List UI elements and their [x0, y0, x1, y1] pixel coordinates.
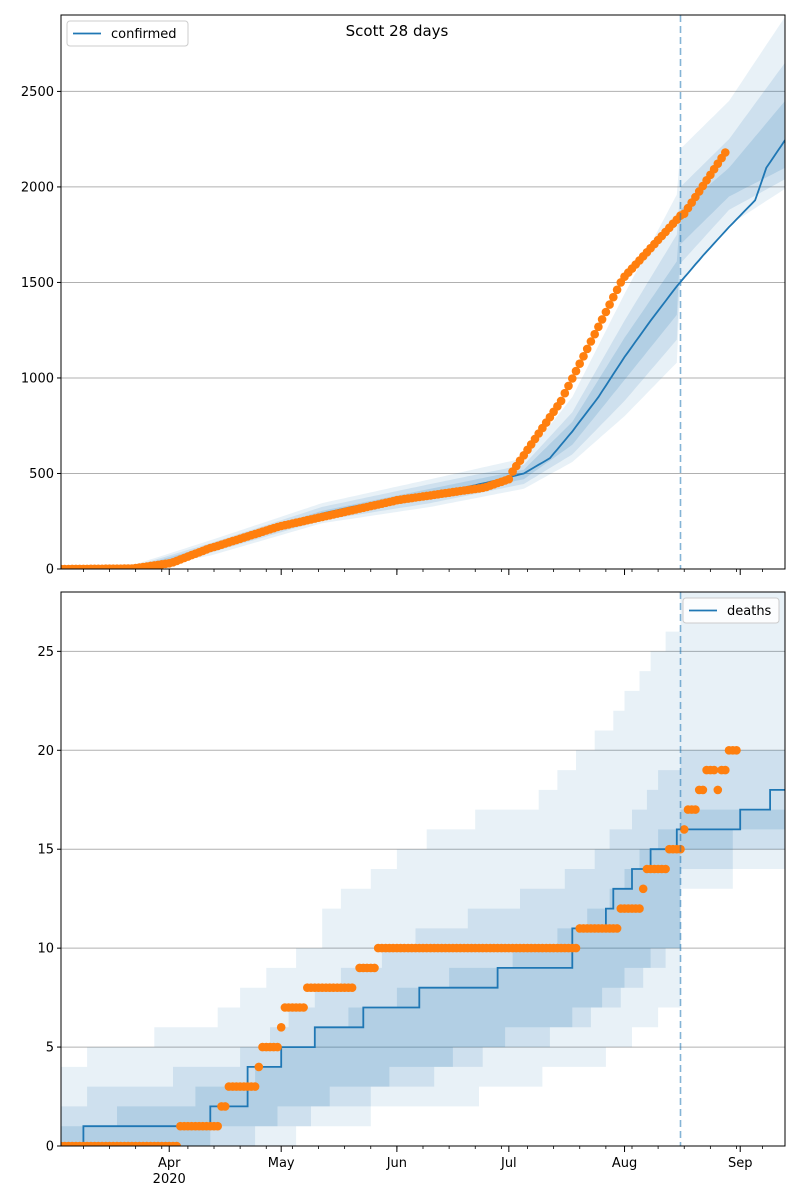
observed-point	[276, 1023, 286, 1032]
y-tick-label: 500	[29, 467, 54, 482]
observed-point	[254, 1062, 264, 1072]
observed-point	[250, 1082, 260, 1091]
observed-point	[299, 1003, 308, 1012]
confirmed-frame	[60, 14, 786, 570]
observed-point	[679, 825, 689, 834]
observed-point	[370, 963, 379, 973]
y-tick-label: 2500	[21, 85, 54, 100]
observed-point	[220, 1102, 230, 1111]
deaths-frame	[60, 591, 786, 1147]
observed-point	[575, 359, 584, 369]
confirmed-observed-points	[61, 148, 730, 569]
y-tick-label: 15	[37, 843, 54, 858]
observed-point	[586, 337, 596, 346]
x-tick-label: Jul	[500, 1156, 517, 1171]
observed-point	[560, 388, 570, 398]
observed-point	[698, 785, 708, 795]
legend-label: confirmed	[111, 27, 177, 42]
observed-point	[721, 148, 730, 157]
observed-point	[172, 1141, 181, 1146]
chart-title: Scott 28 days	[346, 22, 449, 40]
observed-point	[691, 805, 700, 814]
y-tick-label: 10	[37, 942, 54, 957]
observed-point	[556, 396, 566, 406]
observed-point	[601, 307, 611, 317]
observed-point	[605, 300, 614, 309]
observed-point	[609, 292, 618, 302]
uncertainty-band-middle	[61, 62, 785, 569]
observed-point	[347, 983, 357, 992]
y-tick-label: 1000	[21, 371, 54, 386]
observed-point	[713, 785, 723, 795]
legend-box	[682, 597, 780, 624]
y-tick-label: 0	[46, 1140, 54, 1155]
y-tick-label: 25	[37, 645, 54, 660]
y-tick-label: 5	[46, 1041, 54, 1056]
uncertainty-band-inner	[61, 789, 785, 1146]
observed-point	[635, 904, 644, 913]
observed-point	[594, 322, 603, 332]
observed-point	[661, 864, 670, 874]
observed-point	[612, 285, 622, 295]
deaths-observed-points	[61, 746, 741, 1146]
y-tick-label: 20	[37, 744, 54, 759]
confirmed-legend[interactable]: confirmed	[66, 20, 189, 47]
observed-point	[597, 315, 607, 324]
confirmed-y-axis: 0 500 1000 1500 2000 2500	[21, 85, 61, 578]
uncertainty-band-outer	[61, 592, 785, 1146]
observed-point	[590, 329, 599, 339]
observed-point	[582, 344, 592, 354]
observed-point	[568, 374, 577, 383]
observed-point	[213, 1121, 222, 1131]
legend-label: deaths	[727, 604, 772, 619]
y-tick-label: 0	[46, 563, 54, 578]
observed-point	[612, 924, 622, 933]
x-tick-label: Apr	[158, 1156, 181, 1171]
x-tick-label: Sep	[728, 1156, 753, 1171]
legend-box	[66, 20, 189, 47]
observed-point	[732, 746, 741, 755]
observed-point	[273, 1042, 282, 1052]
observed-point	[638, 884, 648, 894]
deaths-y-axis: 0 5 10 15 20 25	[37, 645, 61, 1155]
x-tick-year-label: 2020	[153, 1172, 186, 1187]
x-tick-label: May	[268, 1156, 295, 1171]
confirmed-grid	[61, 90, 785, 474]
confirmed-panel: 0 500 1000 1500 2000 2500 Scott 28 days confi…	[21, 14, 786, 578]
observed-point	[709, 765, 719, 775]
x-tick-label: Aug	[612, 1156, 637, 1171]
y-tick-label: 2000	[21, 180, 54, 195]
deaths-legend[interactable]: deaths	[682, 597, 780, 624]
observed-point	[504, 474, 514, 484]
observed-point	[564, 381, 573, 391]
observed-point	[571, 366, 581, 376]
uncertainty-band-outer	[61, 16, 785, 569]
observed-point	[571, 943, 581, 953]
observed-point	[721, 765, 730, 775]
y-tick-label: 1500	[21, 276, 54, 291]
observed-point	[579, 352, 588, 361]
x-tick-label: Jun	[386, 1156, 407, 1171]
